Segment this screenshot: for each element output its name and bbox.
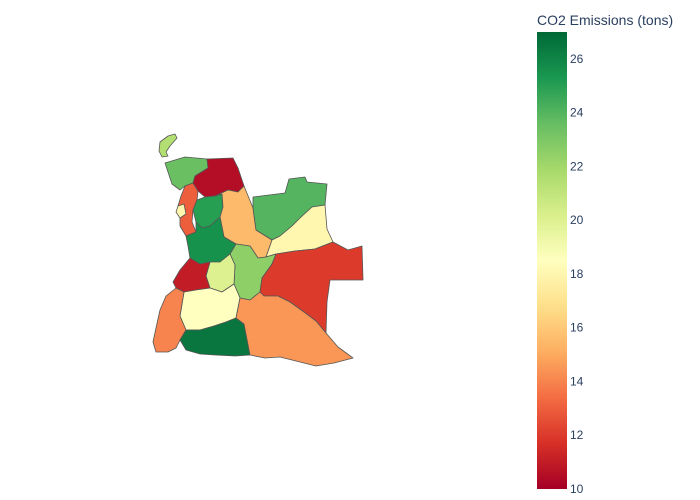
colorbar-tick-label: 26 [570,52,584,66]
colorbar-tick-label: 20 [570,213,584,227]
angola-map [152,133,364,367]
province-cabinda[interactable] [158,133,178,158]
colorbar-tick-label: 16 [570,321,584,335]
colorbar-ticks: 10 12 14 16 18 20 22 24 26 [570,52,584,496]
colorbar-tick-label: 18 [570,267,584,281]
colorbar-title: CO2 Emissions (tons) [537,12,673,28]
colorbar-tick-label: 12 [570,428,584,442]
province-cuando-cubango[interactable] [235,291,354,367]
province-benguela[interactable] [172,257,211,293]
colorbar-tick-label: 10 [570,482,584,496]
colorbar-tick-label: 24 [570,106,584,120]
province-namibe[interactable] [152,287,187,353]
colorbar-tick-label: 14 [570,374,584,388]
province-luanda[interactable] [175,203,187,219]
colorbar: CO2 Emissions (tons) 10 12 14 16 18 20 22 24 26 [537,12,673,496]
colorbar-gradient [537,32,567,489]
colorbar-tick-label: 22 [570,159,584,173]
